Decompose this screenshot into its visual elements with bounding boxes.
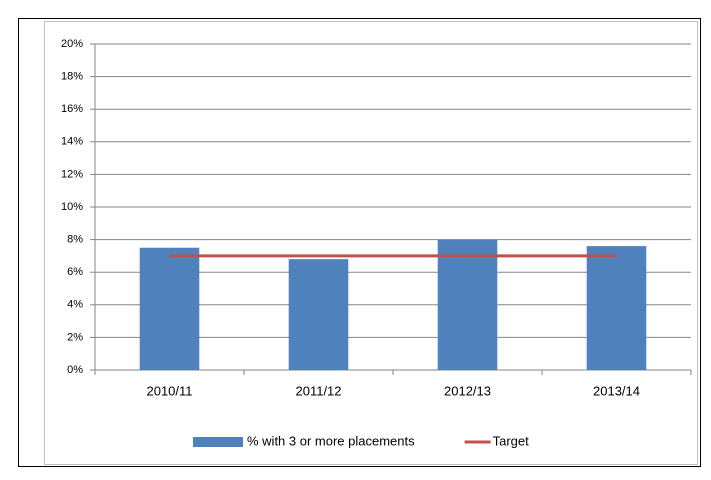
y-tick-label: 8% (67, 234, 83, 246)
bar (437, 239, 498, 370)
y-tick-label: 2% (67, 331, 83, 343)
legend-label: Target (493, 433, 530, 448)
frame (18, 18, 701, 467)
y-tick-label: 14% (61, 136, 83, 148)
bar (288, 259, 349, 370)
legend-swatch (193, 437, 243, 447)
bar (139, 247, 200, 370)
x-tick-label: 2010/11 (146, 383, 192, 398)
y-tick-label: 10% (61, 201, 83, 213)
y-tick-label: 0% (67, 364, 83, 376)
y-tick-label: 4% (67, 299, 83, 311)
x-tick-label: 2011/12 (295, 383, 341, 398)
x-tick-label: 2013/14 (593, 383, 640, 398)
x-tick-label: 2012/13 (444, 383, 491, 398)
legend-label: % with 3 or more placements (247, 433, 415, 448)
y-tick-label: 18% (61, 71, 83, 83)
y-tick-label: 6% (67, 266, 83, 278)
y-tick-label: 12% (61, 168, 83, 180)
y-tick-label: 20% (61, 38, 83, 50)
chart-area (44, 21, 698, 465)
bar (586, 246, 647, 370)
y-tick-label: 16% (61, 103, 83, 115)
